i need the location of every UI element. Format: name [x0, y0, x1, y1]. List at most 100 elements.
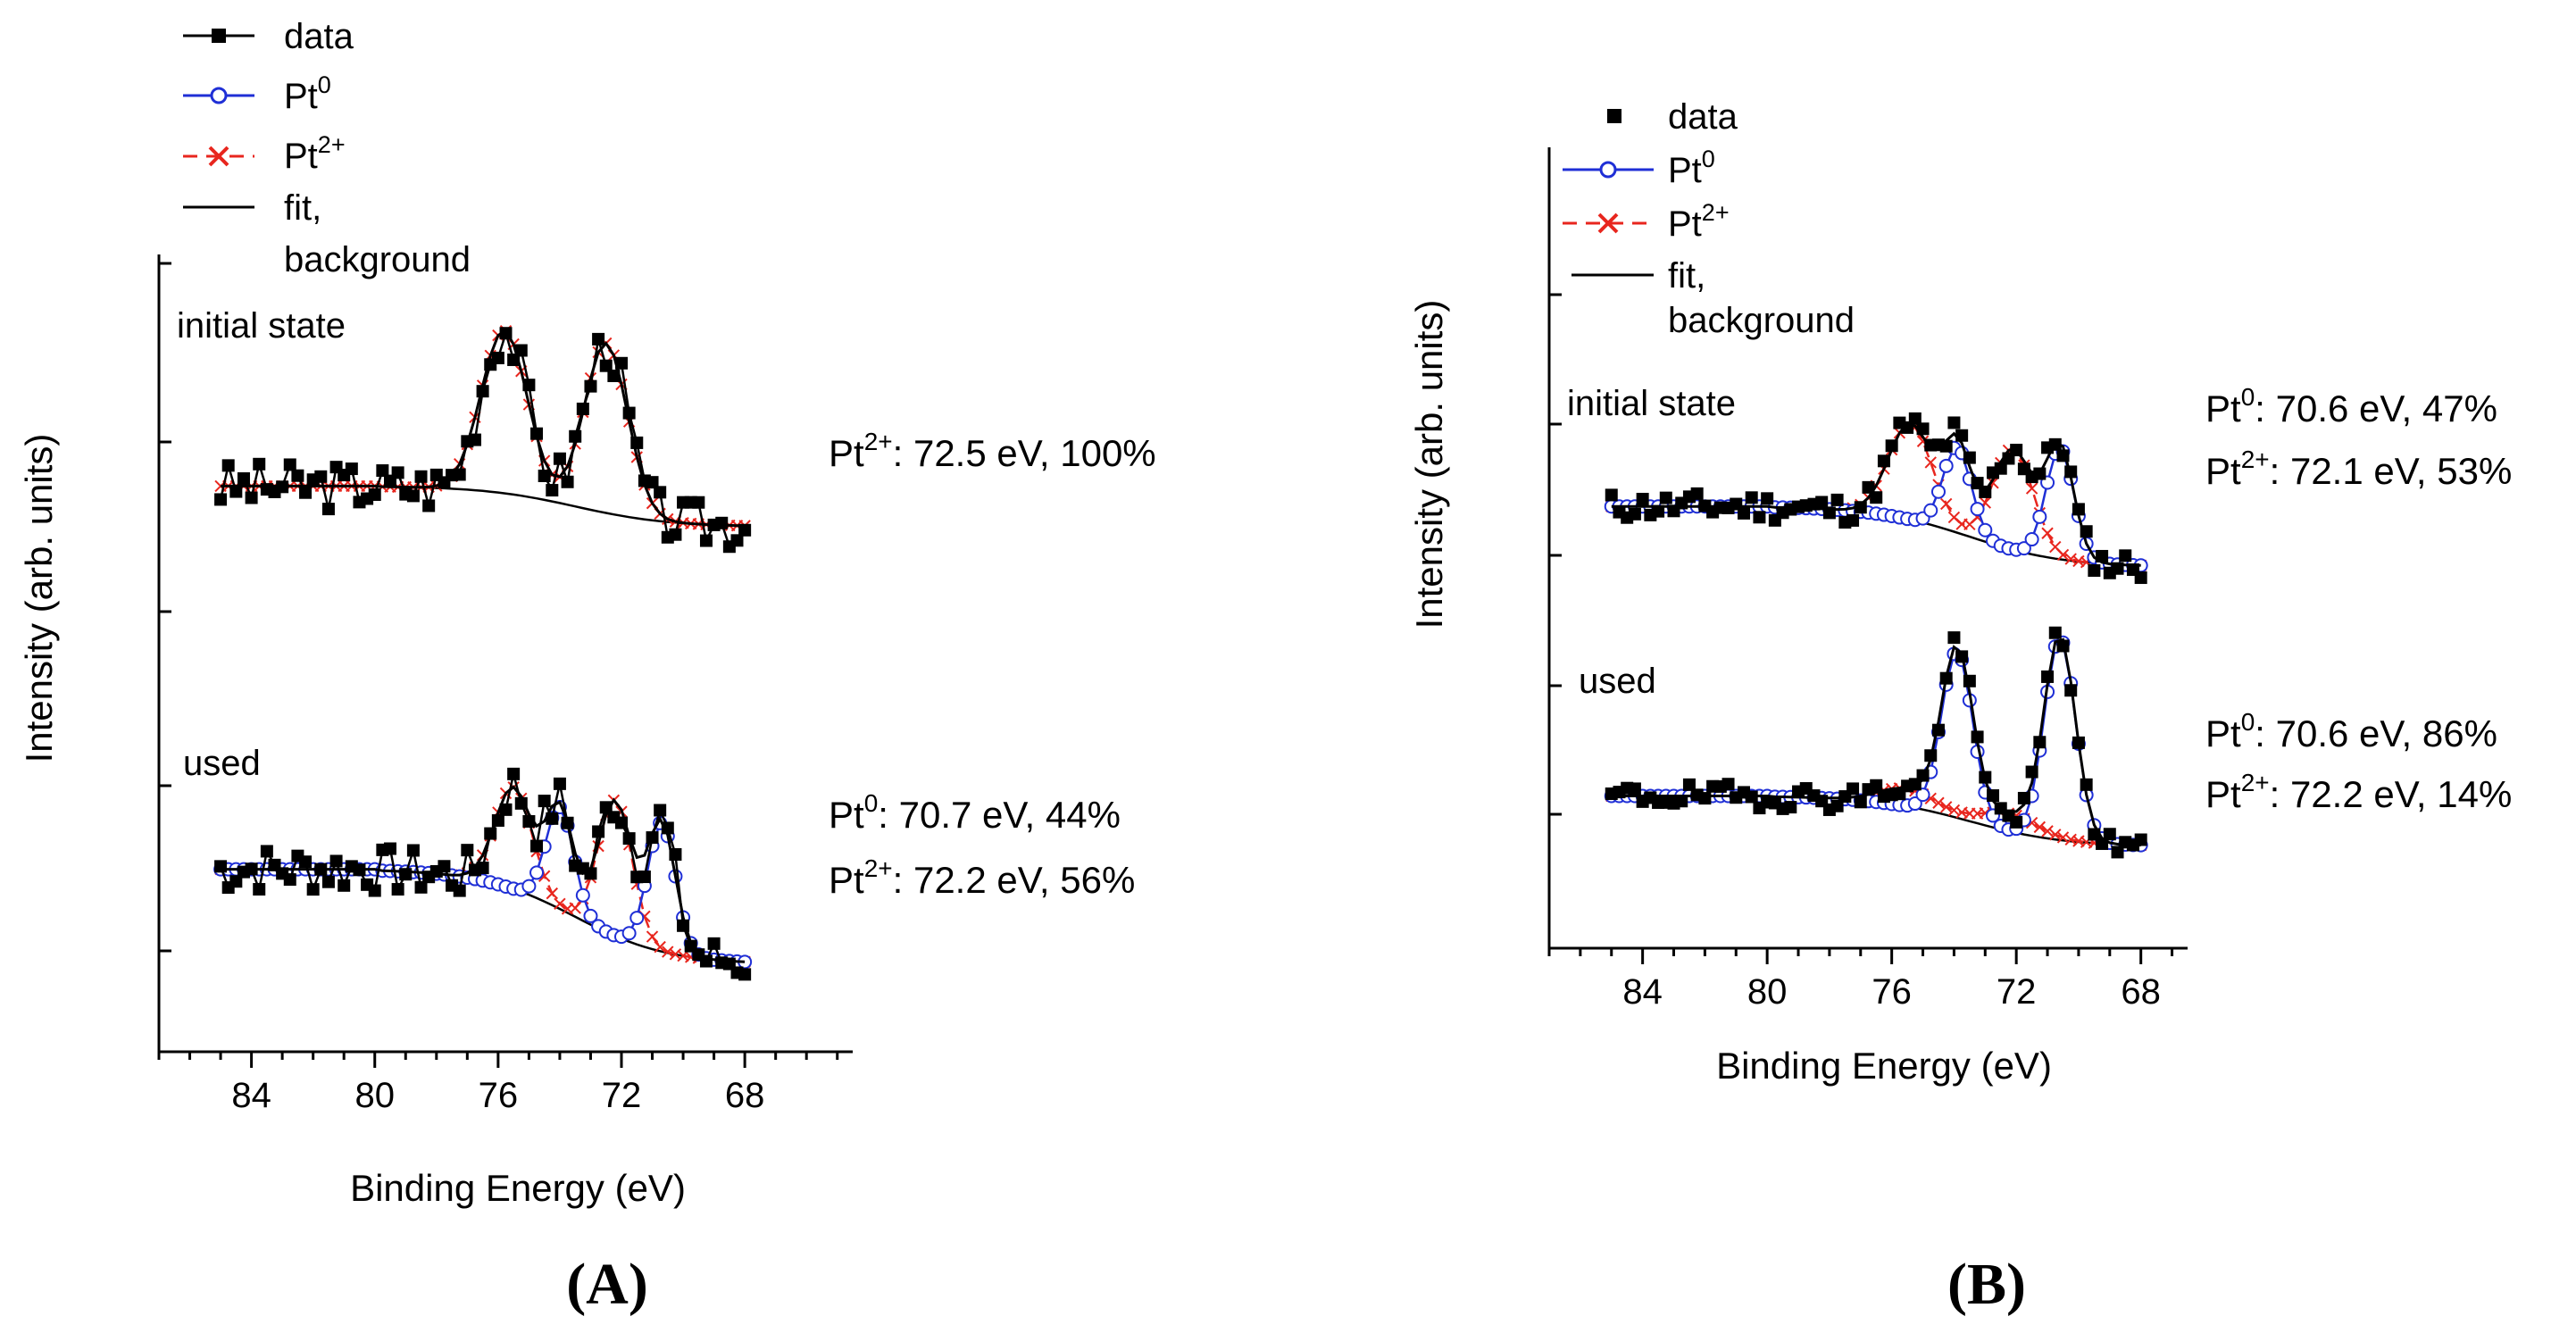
data-point — [491, 351, 504, 364]
panel-a-background-lines — [374, 485, 746, 963]
data-point — [338, 879, 351, 892]
data-point — [499, 803, 513, 816]
data-point — [599, 359, 613, 372]
data-point — [321, 875, 335, 888]
data-point — [1931, 723, 1945, 737]
data-point — [2080, 778, 2093, 791]
data-point — [214, 493, 228, 506]
pt0-point — [1970, 502, 1985, 517]
data-point — [221, 459, 235, 472]
data-point — [1698, 792, 1712, 805]
data-point — [1885, 439, 1898, 453]
data-point — [2111, 562, 2124, 575]
panel-a: 84 80 76 72 68 data Pt0 Pt2+ fit, background… — [18, 17, 1156, 1317]
legend-a-pt2: Pt2+ — [284, 131, 346, 176]
x-tick-label: 84 — [1622, 972, 1663, 1012]
data-point — [638, 871, 651, 884]
data-point — [1682, 778, 1696, 791]
legend-a-data: data — [284, 17, 354, 56]
data-point — [1737, 506, 1750, 520]
data-point — [1854, 796, 1867, 809]
data-point — [530, 839, 544, 853]
legend-b-pt0: Pt0 — [1668, 146, 1715, 190]
data-point — [384, 842, 396, 855]
legend-b-background: background — [1668, 301, 1855, 340]
data-point — [1916, 422, 1930, 436]
pt2-point — [2041, 825, 2054, 837]
data-point — [669, 528, 682, 541]
data-point — [1963, 451, 1976, 464]
legend-b-data: data — [1668, 97, 1738, 137]
data-point — [253, 883, 266, 896]
pt2-point — [2049, 829, 2062, 841]
panel-b-y-axis-label: Intensity (arb. units) — [1408, 300, 1450, 629]
panel-a-initial-state-label: initial state — [177, 306, 346, 346]
x-tick-label: 80 — [1747, 972, 1788, 1012]
data-point — [229, 485, 243, 498]
data-point — [1628, 507, 1641, 521]
data-point — [1971, 730, 1984, 744]
pt0-point — [2032, 509, 2047, 524]
pt0-point — [521, 879, 537, 894]
data-point — [2033, 736, 2047, 749]
x-tick-label: 76 — [1872, 972, 1912, 1012]
data-point — [1963, 674, 1976, 687]
data-point — [1815, 496, 1829, 509]
pt2-point — [2056, 548, 2070, 562]
data-point — [245, 862, 258, 876]
data-point — [299, 855, 313, 869]
data-point — [1947, 416, 1961, 429]
data-point — [1862, 480, 1875, 494]
data-point — [314, 862, 328, 876]
x-tick-label: 68 — [725, 1076, 765, 1115]
data-point — [368, 487, 381, 501]
pt2-point — [1939, 497, 1953, 511]
legend-a-background: background — [284, 240, 471, 279]
data-point — [414, 470, 428, 483]
legend-b-fit: fit, — [1668, 256, 1705, 296]
data-point — [538, 470, 551, 483]
panel-a-used-annotation-1: Pt0: 70.7 eV, 44% — [829, 789, 1121, 836]
data-point — [422, 499, 436, 512]
data-point — [530, 427, 544, 440]
data-point — [2134, 571, 2147, 585]
data-point — [1987, 789, 2000, 803]
data-point — [1690, 487, 1704, 500]
x-tick-label: 72 — [602, 1076, 642, 1115]
data-point — [1870, 779, 1883, 792]
data-point — [329, 854, 343, 868]
panel-a-legend: data Pt0 Pt2+ fit, background — [183, 17, 471, 279]
data-point — [2010, 815, 2023, 829]
data-point — [253, 457, 266, 471]
pt2-point — [2041, 527, 2054, 539]
data-point — [522, 814, 536, 828]
data-point — [661, 821, 674, 835]
data-point — [607, 369, 621, 382]
data-point — [2056, 639, 2070, 653]
data-point — [1830, 799, 1844, 812]
data-point — [1979, 485, 1992, 498]
data-point — [491, 813, 504, 827]
x-tick-label: 80 — [354, 1076, 395, 1115]
data-point — [2080, 525, 2093, 538]
data-point — [1979, 771, 1992, 784]
data-point — [2096, 837, 2109, 850]
panel-a-used-label: used — [183, 744, 261, 783]
data-point — [438, 860, 451, 873]
panel-b-label: (B) — [1947, 1252, 2026, 1317]
data-point — [584, 867, 597, 880]
data-point — [1745, 790, 1758, 804]
data-point — [546, 484, 559, 497]
data-point — [2048, 437, 2062, 451]
fit-line — [1611, 637, 2141, 847]
data-point — [699, 534, 713, 547]
data-point — [553, 777, 566, 790]
x-tick-label: 72 — [1997, 972, 2037, 1012]
x-tick-label: 76 — [479, 1076, 519, 1115]
data-point — [406, 844, 420, 857]
data-point — [584, 379, 597, 393]
panel-a-initial-annotation-1: Pt2+: 72.5 eV, 100% — [829, 428, 1156, 474]
data-point — [546, 812, 559, 825]
data-point — [514, 344, 528, 357]
